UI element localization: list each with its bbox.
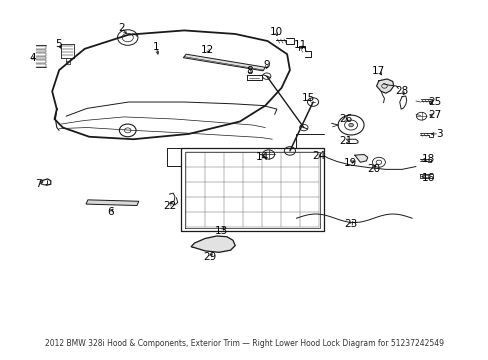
Text: 11: 11 bbox=[293, 40, 306, 50]
Text: 25: 25 bbox=[427, 97, 440, 107]
Text: 1: 1 bbox=[153, 42, 160, 52]
Text: 2012 BMW 328i Hood & Components, Exterior Trim — Right Lower Hood Lock Diagram f: 2012 BMW 328i Hood & Components, Exterio… bbox=[45, 339, 443, 348]
Text: 2: 2 bbox=[118, 23, 125, 33]
Polygon shape bbox=[86, 200, 139, 206]
Text: 14: 14 bbox=[255, 152, 268, 162]
Text: 17: 17 bbox=[371, 66, 385, 76]
Text: 22: 22 bbox=[163, 201, 176, 211]
Circle shape bbox=[348, 123, 353, 127]
Text: 8: 8 bbox=[245, 66, 252, 76]
Text: 20: 20 bbox=[367, 165, 380, 174]
Polygon shape bbox=[376, 79, 393, 93]
Text: 4: 4 bbox=[29, 53, 36, 63]
Text: 24: 24 bbox=[311, 151, 325, 161]
Text: 3: 3 bbox=[435, 129, 442, 139]
Text: 13: 13 bbox=[214, 226, 227, 237]
Text: 23: 23 bbox=[344, 219, 357, 229]
Text: 18: 18 bbox=[421, 154, 434, 165]
Text: 7: 7 bbox=[35, 179, 41, 189]
Polygon shape bbox=[191, 236, 235, 252]
Text: 15: 15 bbox=[301, 94, 314, 103]
Text: 19: 19 bbox=[343, 158, 356, 168]
Text: 5: 5 bbox=[55, 39, 61, 49]
Text: 16: 16 bbox=[421, 173, 434, 183]
Text: 9: 9 bbox=[263, 60, 269, 70]
Text: 27: 27 bbox=[427, 111, 440, 121]
Polygon shape bbox=[183, 54, 265, 71]
Text: 29: 29 bbox=[203, 252, 216, 262]
Text: 6: 6 bbox=[106, 207, 113, 217]
Text: 12: 12 bbox=[201, 45, 214, 55]
Text: 28: 28 bbox=[395, 86, 408, 96]
Polygon shape bbox=[354, 154, 367, 162]
Text: 10: 10 bbox=[269, 27, 282, 37]
Text: 21: 21 bbox=[338, 136, 351, 146]
Text: 26: 26 bbox=[338, 114, 351, 124]
